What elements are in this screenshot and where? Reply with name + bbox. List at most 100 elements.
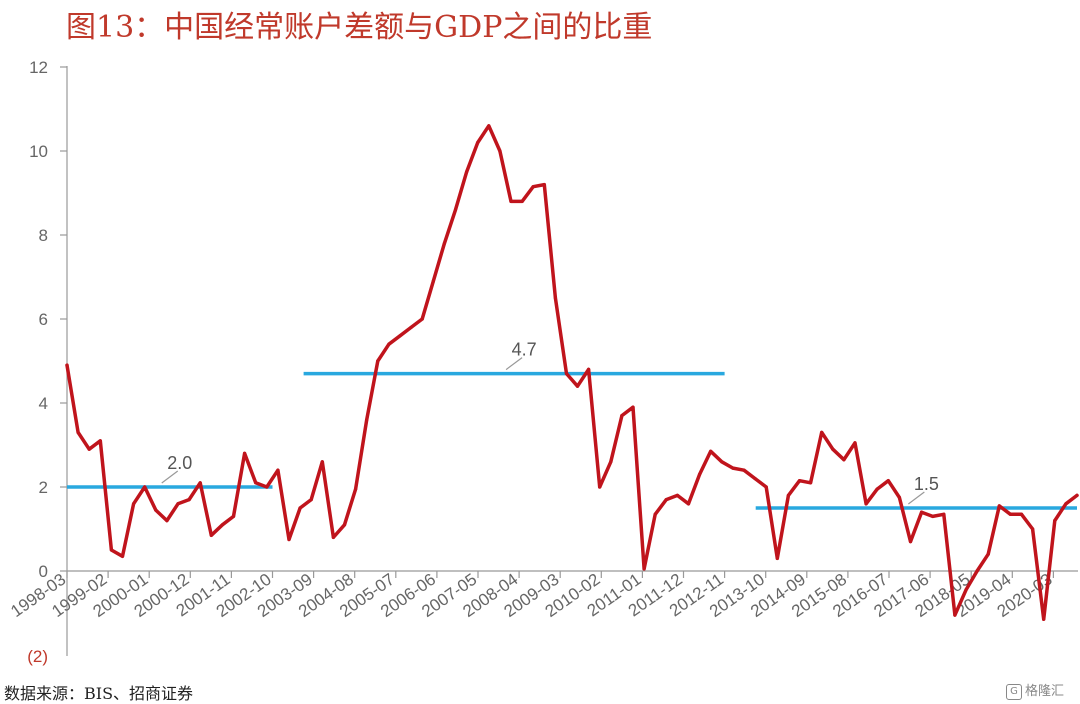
data-point xyxy=(520,199,524,203)
data-point xyxy=(1042,617,1046,621)
data-point xyxy=(143,485,147,489)
data-point xyxy=(931,514,935,519)
data-point xyxy=(498,149,502,153)
data-point xyxy=(254,481,258,485)
data-point xyxy=(109,548,113,552)
data-point xyxy=(897,495,902,500)
source-note: 数据来源：BIS、招商证券 xyxy=(4,684,194,703)
data-point xyxy=(1031,527,1035,531)
data-point xyxy=(132,502,136,506)
data-point xyxy=(609,460,613,464)
data-point xyxy=(698,472,702,476)
x-axis-ticks: 1998-031999-022000-012000-122001-112002-… xyxy=(7,570,1055,621)
data-point xyxy=(620,414,624,418)
data-point xyxy=(65,363,69,367)
data-point xyxy=(631,405,635,409)
data-point xyxy=(675,493,680,497)
data-point xyxy=(731,466,735,470)
data-point xyxy=(1008,512,1013,516)
data-point xyxy=(453,208,458,212)
average-label: 1.5 xyxy=(914,474,939,494)
data-point xyxy=(76,430,80,434)
data-point xyxy=(797,479,802,483)
data-point xyxy=(187,498,191,502)
data-point xyxy=(165,519,169,523)
data-point xyxy=(1019,512,1024,516)
chart-title: 图13：中国经常账户差额与GDP之间的比重 xyxy=(66,10,653,45)
y-tick-label: 0 xyxy=(39,562,48,581)
data-point xyxy=(753,477,757,481)
data-point xyxy=(243,451,247,455)
data-point xyxy=(742,468,746,472)
data-point xyxy=(1053,519,1057,523)
data-point xyxy=(709,449,713,453)
data-point xyxy=(975,569,979,573)
data-point xyxy=(542,183,546,187)
data-point xyxy=(942,512,946,516)
data-point xyxy=(720,460,724,464)
average-label: 2.0 xyxy=(167,453,192,473)
data-point xyxy=(120,554,125,558)
average-label-leader xyxy=(161,470,179,484)
data-point xyxy=(831,447,835,451)
data-point xyxy=(154,508,158,512)
y-axis-ticks: 0 2 4 6 8 10 12 (2) xyxy=(27,58,67,666)
data-point xyxy=(476,141,480,145)
data-point xyxy=(908,540,913,544)
series-group xyxy=(65,124,1079,622)
data-point xyxy=(775,556,779,561)
data-point xyxy=(287,537,291,542)
data-point xyxy=(431,279,435,283)
data-point xyxy=(420,317,424,321)
data-point xyxy=(953,613,957,617)
data-point xyxy=(764,485,768,489)
data-point xyxy=(842,458,846,462)
data-point xyxy=(87,447,91,451)
data-point xyxy=(298,506,302,510)
data-point xyxy=(686,502,691,506)
data-point xyxy=(1064,502,1068,506)
data-point xyxy=(664,498,668,502)
data-point xyxy=(653,512,657,516)
y-tick-label: 2 xyxy=(39,478,48,497)
average-label-leader xyxy=(505,357,523,371)
data-point xyxy=(886,479,890,483)
data-point xyxy=(853,441,857,445)
data-point xyxy=(920,510,924,514)
data-point xyxy=(365,418,369,422)
data-point xyxy=(98,439,102,443)
y-tick-label: 12 xyxy=(29,58,48,77)
data-point xyxy=(209,533,213,537)
data-point xyxy=(265,485,269,489)
data-point xyxy=(309,498,313,502)
data-point xyxy=(354,487,358,491)
data-point xyxy=(376,359,380,363)
data-point xyxy=(986,552,990,556)
data-point xyxy=(320,460,324,464)
data-point xyxy=(997,504,1001,508)
y-tick-label: 6 xyxy=(39,310,48,329)
data-point xyxy=(809,481,813,485)
average-label-leader xyxy=(907,491,925,505)
data-point xyxy=(964,588,968,592)
data-point xyxy=(875,487,879,491)
data-point xyxy=(598,485,602,489)
data-point xyxy=(231,514,236,519)
data-point xyxy=(465,170,469,174)
data-point xyxy=(276,468,280,472)
watermark-logo-icon: G xyxy=(1006,683,1022,700)
data-point xyxy=(642,567,646,571)
data-point xyxy=(487,124,491,128)
data-point xyxy=(442,241,446,245)
data-point xyxy=(342,523,347,527)
data-point xyxy=(820,430,824,434)
average-lines: 2.0 4.7 1.5 xyxy=(67,340,1077,510)
y-tick-label: 8 xyxy=(39,226,48,245)
axes xyxy=(66,66,1078,656)
data-point xyxy=(331,535,335,540)
data-point xyxy=(198,481,202,485)
watermark: G 格隆汇 xyxy=(1006,680,1064,700)
watermark-text: 格隆汇 xyxy=(1025,684,1065,699)
data-point xyxy=(220,523,224,527)
